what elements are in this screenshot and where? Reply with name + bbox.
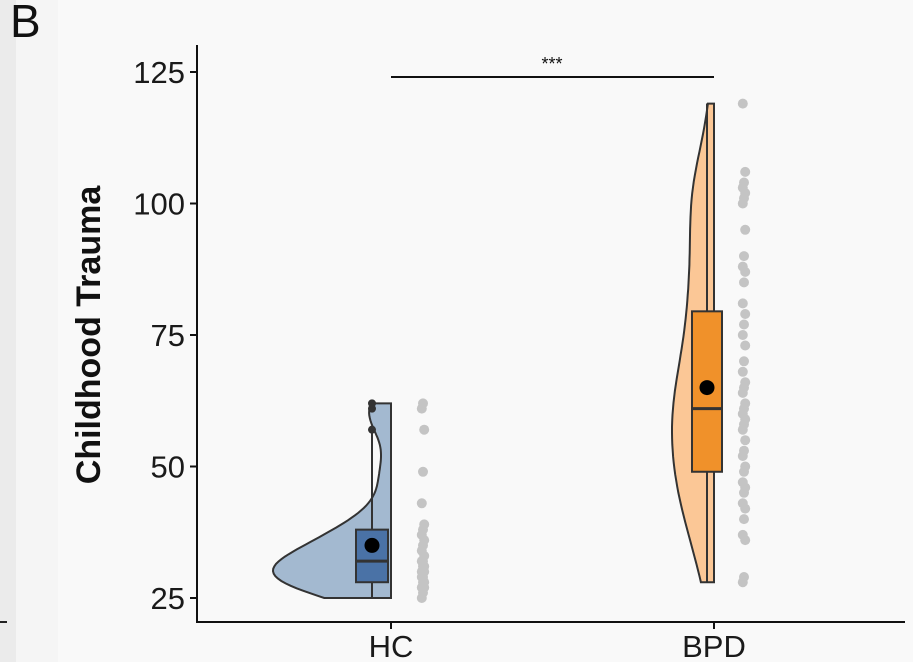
data-point [740, 224, 751, 235]
data-point [739, 572, 749, 582]
x-tick-label: HC [369, 629, 414, 662]
x-tick-label: BPD [682, 629, 746, 662]
data-point [737, 98, 748, 109]
data-point [419, 519, 430, 530]
data-point [739, 177, 749, 188]
adjacent-panel-edge [0, 0, 16, 662]
data-point [740, 340, 751, 351]
data-point [418, 398, 428, 409]
box-bpd [691, 310, 723, 473]
y-tick-label: 100 [133, 187, 185, 222]
box-plots [355, 103, 723, 598]
data-point [739, 514, 749, 525]
panel-label: B [10, 0, 41, 47]
y-tick-label: 125 [133, 55, 185, 90]
data-point [737, 330, 748, 340]
data-point [737, 366, 748, 377]
data-point [419, 424, 430, 435]
outlier-point [368, 425, 376, 434]
mean-point-bpd [699, 380, 715, 396]
data-point [740, 461, 751, 472]
adjacent-panel-tick [0, 621, 7, 623]
significance-label: *** [541, 54, 562, 74]
x-ticks: HC BPD [369, 622, 746, 662]
box-hc [355, 528, 389, 584]
data-point [740, 398, 751, 409]
y-axis-label: Childhood Trauma [70, 185, 108, 485]
outlier-point [368, 399, 376, 408]
significance-bracket: *** [391, 54, 714, 78]
data-point [740, 309, 751, 319]
data-point [740, 166, 751, 177]
y-tick-label: 50 [151, 450, 185, 485]
jitter-points [416, 98, 751, 603]
y-tick-label: 25 [151, 581, 185, 616]
data-point [737, 477, 748, 488]
plot-panel-background [58, 0, 913, 662]
data-point [737, 529, 748, 540]
data-point [737, 298, 748, 309]
data-point [416, 498, 427, 509]
data-point [739, 277, 749, 288]
data-point [739, 251, 749, 262]
data-point [737, 261, 748, 272]
y-tick-label: 75 [151, 318, 185, 353]
data-point [740, 435, 751, 446]
data-point [739, 445, 749, 456]
mean-point-hc [364, 537, 380, 553]
data-point [739, 356, 749, 367]
axes [196, 45, 905, 623]
data-point [418, 466, 428, 477]
data-point [739, 319, 749, 330]
violins [271, 102, 715, 599]
data-point [737, 498, 748, 509]
data-point [740, 377, 751, 388]
y-ticks: 25 50 75 100 125 [133, 55, 197, 616]
